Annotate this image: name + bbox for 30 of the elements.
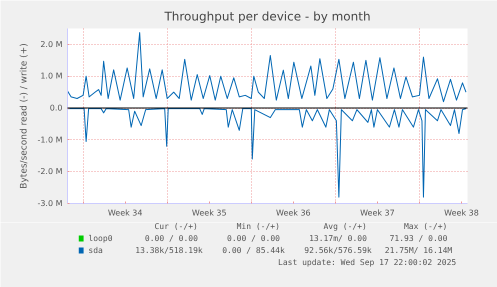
y-tick-label: 2.0 M [40,40,63,49]
text: Min (-/+) [236,222,280,231]
line-series [68,32,466,102]
y-tick-label: 1.0 M [40,72,63,81]
text: Last update: Wed Sep 17 22:00:02 2025 [278,258,456,267]
chart-title: Throughput per device - by month [163,10,371,24]
y-tick-label: -3.0 M [37,199,63,208]
line-series [68,108,466,198]
y-tick-label: -2.0 M [37,167,63,176]
x-tick-label: Week 38 [444,208,479,218]
y-axis-title: Bytes/second read (-) / write (+) [19,43,30,189]
x-tick-label: Week 36 [276,208,311,218]
x-tick-label: Week 35 [192,208,227,218]
text: Max (-/+) [404,222,448,231]
text: 21.75M/ 16.14M [384,246,452,255]
text: 0.00 / 0.00 [144,234,198,243]
text: 13.38k/518.19k [135,246,203,255]
text: Cur (-/+) [154,222,198,231]
x-tick-label: Week 37 [360,208,395,218]
text: 92.56k/576.59k [304,246,372,255]
text: Avg (-/+) [323,222,367,231]
text: 13.17m/ 0.00 [309,234,368,243]
text: 0.00 / 85.44k [222,246,285,255]
y-tick-label: 0.0 [50,104,63,113]
legend-label: loop0 [88,234,113,243]
text: 0.00 / 0.00 [227,234,280,243]
x-tick-label: Week 34 [108,208,142,218]
text: 71.93 / 0.00 [390,234,448,243]
y-tick-label: -1.0 M [37,135,63,144]
legend-label: sda [88,246,104,255]
